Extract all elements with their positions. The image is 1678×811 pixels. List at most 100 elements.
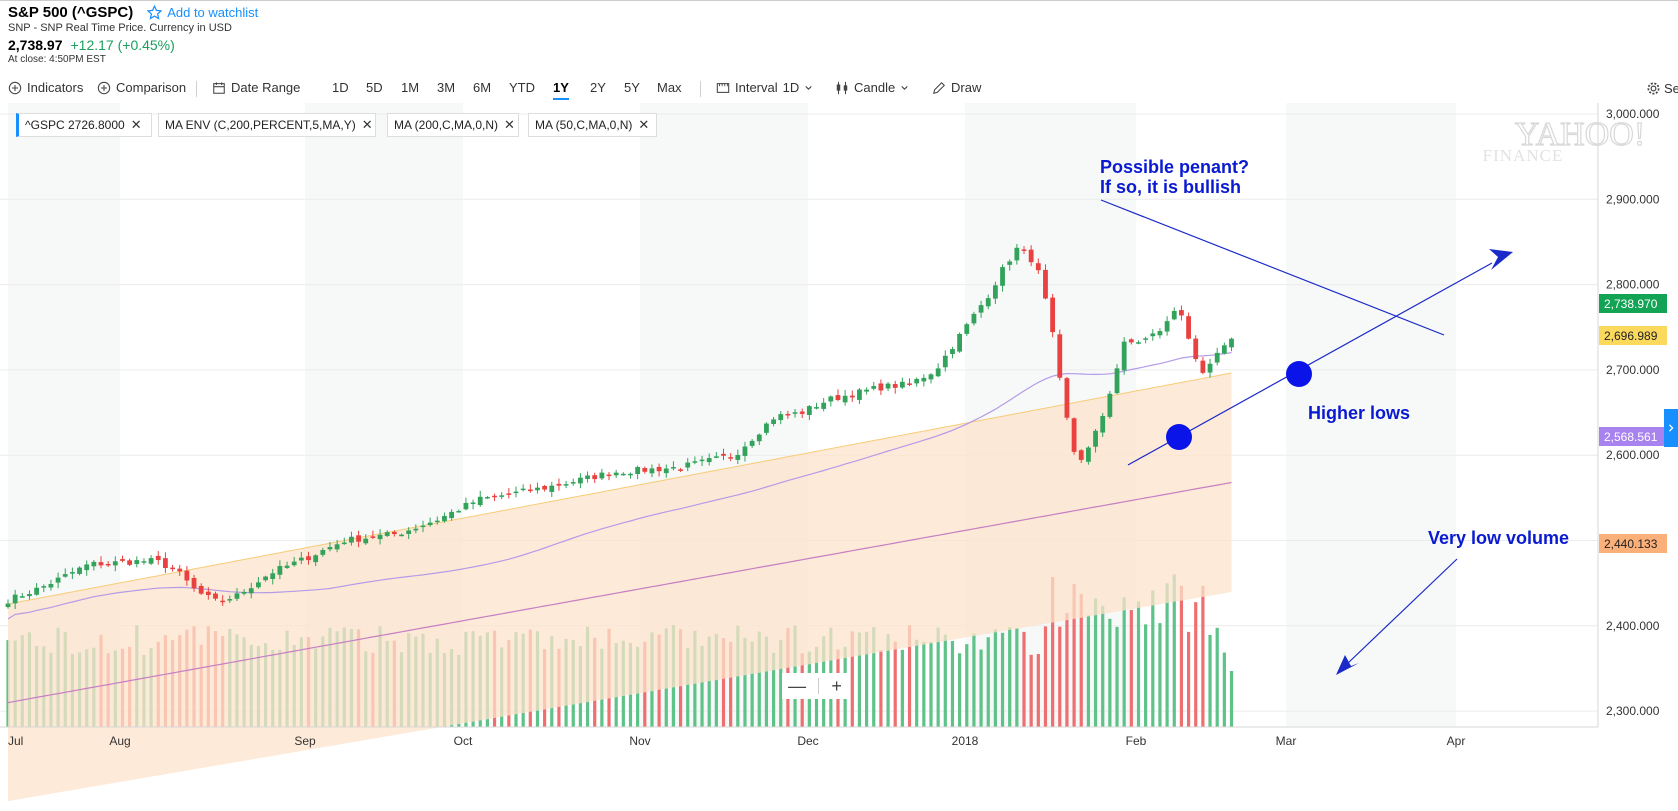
zoom-in-button[interactable]: + bbox=[831, 675, 842, 696]
candle-body bbox=[907, 383, 912, 385]
ma-200-line bbox=[7, 481, 1232, 704]
candle-body bbox=[578, 477, 583, 484]
candle-body bbox=[749, 440, 755, 446]
pennant-annotation-line-2: If so, it is bullish bbox=[1100, 177, 1241, 197]
candle-body bbox=[1207, 363, 1213, 373]
candle-body bbox=[1000, 267, 1005, 286]
candle-body bbox=[19, 596, 25, 598]
candle-body bbox=[1078, 450, 1084, 460]
x-tick-label: Oct bbox=[454, 734, 473, 748]
candle-body bbox=[892, 384, 898, 388]
higher-low-marker-1 bbox=[1166, 424, 1192, 450]
chart-area[interactable]: YAHOO! FINANCE Possible penant? If so, i… bbox=[0, 103, 1678, 811]
price-tags: 2,738.970 2,696.989 2,568.561 2,440.133 bbox=[1599, 294, 1667, 553]
star-icon bbox=[147, 5, 163, 20]
interval-value: 1D bbox=[782, 80, 800, 95]
indicator-chip-ma-200[interactable]: MA (200,C,MA,0,N) ✕ bbox=[387, 113, 519, 137]
candle-body bbox=[227, 599, 233, 601]
settings-button[interactable]: Se bbox=[1646, 81, 1678, 96]
candle-body bbox=[721, 453, 726, 456]
close-icon[interactable]: ✕ bbox=[361, 117, 373, 132]
range-5y[interactable]: 5Y bbox=[624, 80, 640, 95]
interval-label: Interval bbox=[735, 80, 778, 95]
chevron-right-icon bbox=[1668, 424, 1674, 432]
volume-bar bbox=[1015, 628, 1019, 727]
candle-body bbox=[785, 413, 791, 416]
volume-bar bbox=[900, 649, 904, 727]
range-3m[interactable]: 3M bbox=[437, 80, 456, 95]
watermark-yahoo: YAHOO! bbox=[1515, 116, 1645, 153]
interval-icon bbox=[716, 82, 730, 93]
y-tick-label: 2,300.000 bbox=[1606, 704, 1660, 718]
candle-body bbox=[234, 593, 240, 599]
candle-body bbox=[370, 536, 376, 538]
candle-body bbox=[713, 456, 719, 458]
volume-bar bbox=[743, 637, 747, 727]
x-tick-label: Dec bbox=[797, 734, 818, 748]
zoom-out-button[interactable]: — bbox=[788, 675, 807, 696]
candle-body bbox=[141, 561, 147, 563]
add-to-watchlist-button[interactable]: Add to watchlist bbox=[147, 5, 258, 20]
candle-body bbox=[463, 502, 469, 510]
expand-panel-button[interactable] bbox=[1664, 409, 1678, 447]
candle-body bbox=[48, 584, 54, 588]
candle-body bbox=[1043, 269, 1048, 299]
close-icon[interactable]: ✕ bbox=[504, 117, 515, 132]
candle-body bbox=[327, 547, 333, 550]
interval-button[interactable]: Interval 1D bbox=[716, 80, 813, 95]
candle-body bbox=[663, 468, 669, 474]
volume-bar bbox=[707, 636, 711, 727]
x-tick-label: Mar bbox=[1276, 734, 1297, 748]
candle-body bbox=[520, 488, 526, 491]
candle-body bbox=[1136, 342, 1141, 344]
range-5d[interactable]: 5D bbox=[366, 80, 383, 95]
indicator-chip-ma-50[interactable]: MA (50,C,MA,0,N) ✕ bbox=[528, 113, 657, 137]
candle-body bbox=[399, 534, 404, 537]
indicators-label: Indicators bbox=[27, 80, 84, 95]
volume-bar bbox=[1229, 671, 1234, 727]
volume-bar bbox=[1101, 605, 1105, 727]
draw-button[interactable]: Draw bbox=[932, 80, 981, 95]
chart-type-button[interactable]: Candle bbox=[835, 80, 909, 95]
candle-body bbox=[613, 472, 619, 476]
x-tick-label: Jul bbox=[8, 734, 23, 748]
pencil-icon bbox=[933, 81, 945, 94]
volume-bar bbox=[1079, 593, 1083, 727]
candle-body bbox=[1064, 378, 1070, 418]
candle-body bbox=[742, 446, 748, 456]
comparison-button[interactable]: Comparison bbox=[97, 80, 186, 95]
range-1m[interactable]: 1M bbox=[401, 80, 420, 95]
close-icon[interactable]: ✕ bbox=[130, 117, 142, 132]
candle-body bbox=[41, 586, 47, 588]
range-1y[interactable]: 1Y bbox=[553, 80, 569, 100]
last-price-tag: 2,738.970 bbox=[1604, 297, 1658, 311]
current-price: 2,738.97 bbox=[8, 37, 63, 53]
x-tick-label: Aug bbox=[109, 734, 130, 748]
candle-body bbox=[163, 558, 168, 568]
gear-icon bbox=[1647, 82, 1660, 95]
candle-body bbox=[599, 472, 605, 479]
indicator-chip-ma-env[interactable]: MA ENV (C,200,PERCENT,5,MA,Y) ✕ bbox=[158, 113, 376, 137]
range-1d[interactable]: 1D bbox=[332, 80, 349, 95]
candle-body bbox=[814, 407, 819, 409]
candle-body bbox=[298, 557, 304, 561]
range-max[interactable]: Max bbox=[657, 80, 682, 95]
volume-pointer-arrowhead bbox=[1336, 655, 1359, 675]
indicators-button[interactable]: Indicators bbox=[8, 80, 83, 95]
price-change: +12.17 (+0.45%) bbox=[70, 37, 175, 53]
candle-body bbox=[112, 561, 118, 566]
candle-body bbox=[771, 419, 776, 424]
candle-body bbox=[1214, 352, 1220, 363]
volume-bar bbox=[857, 632, 862, 727]
range-ytd[interactable]: YTD bbox=[509, 80, 535, 95]
series-chip-gspc[interactable]: ^GSPC 2726.8000 ✕ bbox=[16, 113, 152, 137]
range-2y[interactable]: 2Y bbox=[590, 80, 606, 95]
volume-bar bbox=[1122, 597, 1126, 727]
toolbar-divider bbox=[196, 81, 197, 97]
candle-body bbox=[191, 578, 197, 589]
date-range-button[interactable]: Date Range bbox=[212, 80, 300, 95]
price-chart[interactable]: YAHOO! FINANCE Possible penant? If so, i… bbox=[0, 103, 1678, 811]
candle-body bbox=[585, 475, 590, 479]
close-icon[interactable]: ✕ bbox=[638, 117, 650, 132]
range-6m[interactable]: 6M bbox=[473, 80, 492, 95]
